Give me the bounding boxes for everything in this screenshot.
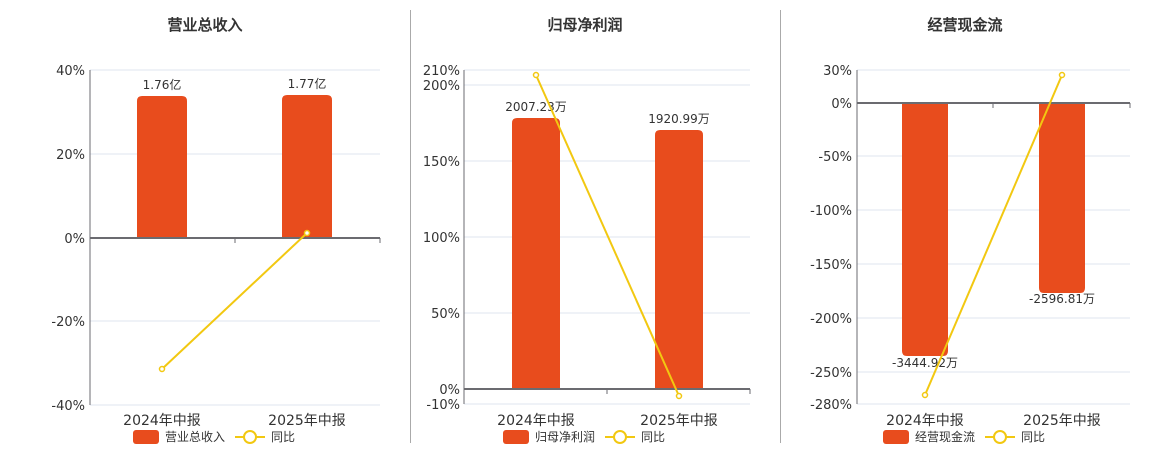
cash-flow-chart-panel: 经营现金流 30% 0% -50% -100% -150% -200% -250…	[780, 0, 1150, 450]
x-tick-labels: 2024年中报 2025年中报	[123, 413, 346, 429]
cash-flow-chart: 30% 0% -50% -100% -150% -200% -250% -280…	[810, 64, 1131, 429]
revenue-chart-panel: 营业总收入 40% 20% 0% -20% -40% 1.76亿 1.77亿 2…	[20, 0, 390, 450]
svg-text:30%: 30%	[823, 64, 852, 79]
bar-2024[interactable]	[902, 103, 948, 356]
panel-divider	[780, 10, 781, 443]
legend-line-icon[interactable]	[235, 429, 266, 444]
svg-text:40%: 40%	[56, 64, 85, 79]
svg-text:100%: 100%	[423, 231, 460, 246]
svg-text:-250%: -250%	[810, 366, 852, 381]
panel-divider	[410, 10, 411, 443]
yoy-line	[161, 232, 308, 370]
bar-2024[interactable]	[512, 118, 560, 389]
svg-text:50%: 50%	[431, 307, 460, 322]
bar-2025[interactable]	[655, 130, 703, 389]
y-tick-labels: 30% 0% -50% -100% -150% -200% -250% -280…	[810, 64, 852, 413]
svg-text:20%: 20%	[56, 148, 85, 163]
net-profit-chart: 210% 200% 150% 100% 50% 0% -10% 2007.23万…	[423, 64, 751, 429]
svg-text:-3444.92万: -3444.92万	[892, 356, 958, 370]
yoy-point[interactable]	[1058, 71, 1066, 79]
svg-text:-150%: -150%	[810, 258, 852, 273]
legend: 归母净利润 同比	[503, 428, 665, 445]
svg-text:200%: 200%	[423, 79, 460, 94]
yoy-point[interactable]	[158, 365, 166, 373]
y-tick-labels: 40% 20% 0% -20% -40%	[51, 64, 85, 414]
bar-2025[interactable]	[1039, 103, 1085, 293]
yoy-point[interactable]	[532, 71, 540, 79]
legend-line-label[interactable]: 同比	[271, 430, 296, 444]
svg-text:-20%: -20%	[51, 315, 85, 330]
svg-text:1.77亿: 1.77亿	[288, 76, 327, 91]
yoy-point[interactable]	[675, 392, 683, 400]
grid-lines	[90, 69, 380, 406]
chart-title: 归母净利润	[547, 16, 623, 34]
svg-text:-280%: -280%	[810, 398, 852, 413]
svg-text:0%: 0%	[831, 97, 852, 112]
y-tick-labels: 210% 200% 150% 100% 50% 0% -10%	[423, 64, 460, 413]
yoy-point[interactable]	[303, 229, 311, 237]
bar-value-labels: 1.76亿 1.77亿	[143, 76, 327, 92]
legend-bar-label[interactable]: 经营现金流	[915, 430, 976, 444]
bar-2025[interactable]	[282, 95, 332, 238]
svg-text:2024年中报: 2024年中报	[123, 413, 201, 429]
svg-text:-50%: -50%	[818, 150, 852, 165]
yoy-point[interactable]	[921, 391, 929, 399]
svg-text:-2596.81万: -2596.81万	[1029, 292, 1095, 306]
svg-text:0%: 0%	[64, 232, 85, 247]
legend-bar-label[interactable]: 营业总收入	[165, 430, 226, 444]
legend-bar-swatch[interactable]	[883, 429, 909, 444]
legend-bar-label[interactable]: 归母净利润	[535, 430, 596, 444]
svg-text:1.76亿: 1.76亿	[143, 77, 182, 92]
legend-line-icon[interactable]	[985, 429, 1016, 444]
svg-text:0%: 0%	[439, 383, 460, 398]
svg-text:1920.99万: 1920.99万	[648, 112, 710, 126]
svg-text:2025年中报: 2025年中报	[1023, 413, 1101, 429]
svg-text:2025年中报: 2025年中报	[268, 413, 346, 429]
svg-text:150%: 150%	[423, 155, 460, 170]
bar-2024[interactable]	[137, 96, 187, 238]
yoy-line	[535, 74, 680, 397]
chart-title: 营业总收入	[167, 16, 243, 34]
legend: 经营现金流 同比	[883, 428, 1045, 445]
svg-text:2024年中报: 2024年中报	[497, 413, 575, 429]
svg-text:-200%: -200%	[810, 312, 852, 327]
svg-text:-100%: -100%	[810, 204, 852, 219]
svg-text:2024年中报: 2024年中报	[886, 413, 964, 429]
legend-bar-swatch[interactable]	[133, 429, 159, 444]
chart-title: 经营现金流	[927, 16, 1003, 34]
revenue-chart: 40% 20% 0% -20% -40% 1.76亿 1.77亿 2024年中报…	[51, 64, 381, 429]
legend-line-label[interactable]: 同比	[641, 430, 666, 444]
x-tick-labels: 2024年中报 2025年中报	[886, 413, 1101, 429]
svg-text:2007.23万: 2007.23万	[505, 100, 567, 114]
svg-text:210%: 210%	[423, 64, 460, 79]
svg-text:-40%: -40%	[51, 399, 85, 414]
legend-bar-swatch[interactable]	[503, 429, 529, 444]
svg-text:-10%: -10%	[426, 398, 460, 413]
x-tick-labels: 2024年中报 2025年中报	[497, 413, 718, 429]
net-profit-chart-panel: 归母净利润 210% 200% 150% 100% 50% 0% -10% 20…	[400, 0, 770, 450]
legend-line-icon[interactable]	[605, 429, 636, 444]
yoy-line	[924, 74, 1063, 396]
legend: 营业总收入 同比	[133, 428, 295, 445]
bar-value-labels: -3444.92万 -2596.81万	[892, 292, 1095, 370]
svg-text:2025年中报: 2025年中报	[640, 413, 718, 429]
legend-line-label[interactable]: 同比	[1021, 430, 1046, 444]
